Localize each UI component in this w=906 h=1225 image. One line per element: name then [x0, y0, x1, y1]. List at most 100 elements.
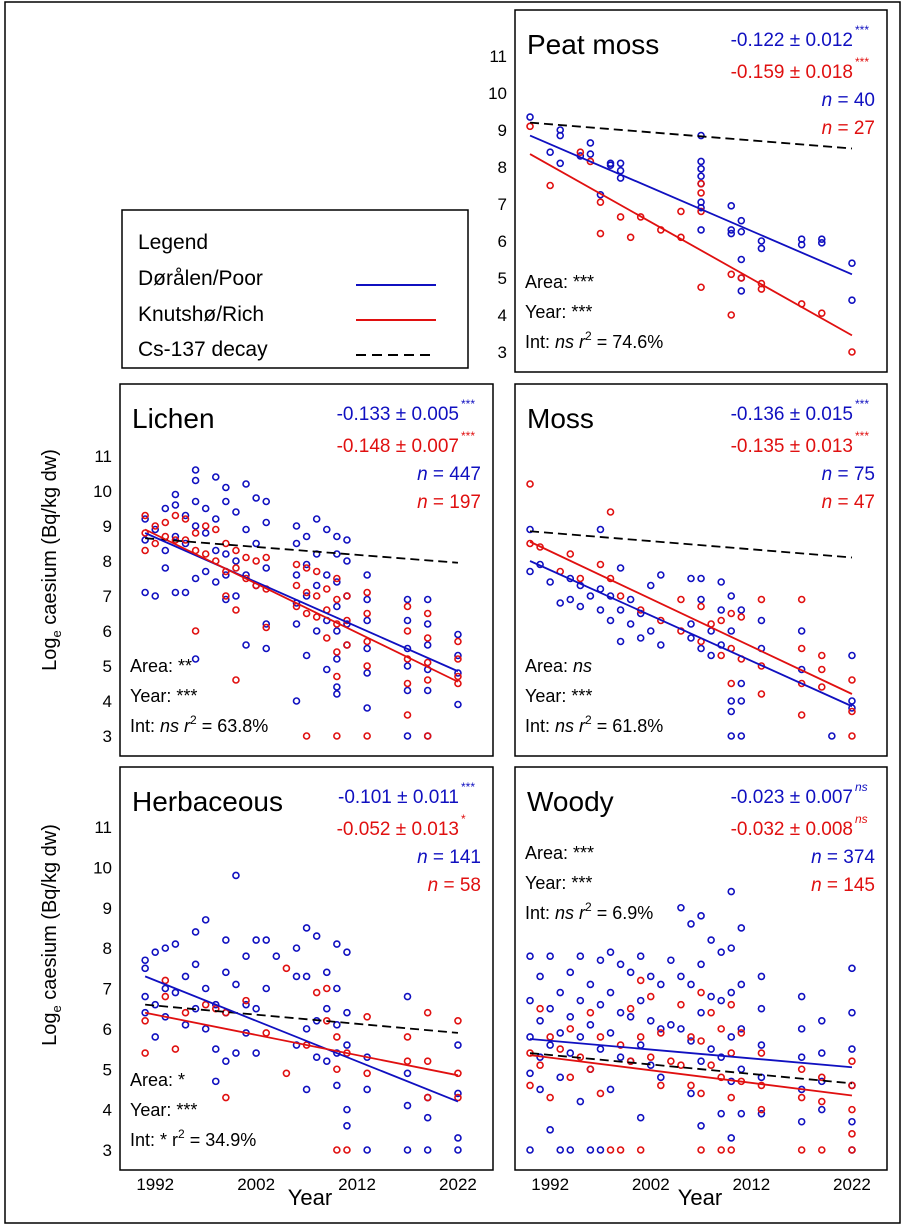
fit-line-rich [144, 1011, 459, 1077]
y-tick-label: 10 [488, 84, 507, 103]
data-point-poor [201, 916, 210, 924]
data-point-poor [586, 1021, 595, 1029]
data-point-poor [302, 651, 311, 660]
data-point-rich [161, 518, 170, 527]
data-point-poor [697, 1121, 705, 1130]
data-point-poor [252, 539, 260, 548]
data-point-poor [596, 1000, 605, 1009]
data-point-poor [262, 984, 271, 993]
data-point-poor [333, 550, 341, 558]
stat-sig-poor: *** [461, 397, 475, 411]
data-point-poor [454, 669, 462, 677]
data-point-rich [677, 1061, 685, 1070]
data-point-poor [211, 1045, 220, 1053]
data-point-poor [697, 574, 705, 583]
legend-label-decay: Cs-137 decay [138, 338, 268, 361]
y-tick-label: 9 [103, 899, 112, 918]
stat-sig-poor: *** [855, 23, 869, 37]
data-point-poor [191, 522, 200, 530]
data-point-poor [211, 473, 220, 481]
data-point-poor [687, 634, 695, 642]
data-point-rich [333, 672, 341, 681]
stat-n-poor: n = 141 [417, 847, 481, 868]
data-point-poor [596, 956, 605, 965]
stat-sig-poor: *** [855, 397, 869, 411]
data-point-rich [252, 557, 260, 565]
y-tick-label: 7 [103, 587, 112, 606]
data-point-rich [536, 1061, 544, 1070]
data-point-poor [677, 903, 685, 912]
data-point-rich [797, 644, 806, 653]
data-point-poor [222, 497, 230, 506]
data-point-rich [161, 992, 170, 1001]
data-point-poor [697, 165, 705, 173]
stat-n-poor: n = 40 [822, 90, 875, 111]
y-tick-label: 4 [103, 1101, 112, 1120]
data-point-poor [454, 1041, 462, 1049]
y-tick-label: 7 [498, 195, 507, 214]
data-point-rich [727, 311, 736, 319]
data-point-poor [727, 229, 736, 238]
anova-line: Area: * [130, 1070, 185, 1090]
data-point-rich [232, 676, 240, 684]
data-point-rich [454, 637, 462, 646]
y-tick-label: 5 [103, 657, 112, 676]
panel-title: Moss [527, 403, 594, 434]
data-point-rich [616, 213, 625, 221]
data-point-poor [141, 956, 149, 965]
data-point-rich [141, 546, 149, 555]
data-point-rich [141, 511, 149, 520]
data-point-poor [191, 655, 200, 663]
y-tick-label: 9 [498, 121, 507, 140]
data-point-rich [201, 522, 210, 530]
data-point-rich [302, 732, 311, 740]
data-point-poor [343, 1041, 351, 1049]
data-point-poor [757, 244, 766, 253]
data-point-rich [697, 179, 705, 188]
data-point-poor [737, 679, 746, 688]
fit-line-rich [529, 540, 853, 695]
panel-herbaceous: 3 4 5 6 7 8 9 10 11 1992 2002 2012 2022 Herbaceous -0.… [93, 766, 494, 1194]
data-point-poor [626, 968, 635, 977]
data-point-poor [292, 522, 301, 530]
stat-sig-poor: *** [461, 780, 475, 794]
stat-sig-rich: *** [855, 429, 869, 443]
data-point-rich [586, 157, 595, 166]
data-point-poor [848, 704, 856, 712]
data-point-poor [737, 606, 746, 614]
y-tick-label: 11 [94, 447, 112, 466]
data-point-rich [403, 679, 412, 688]
data-point-poor [727, 988, 736, 997]
data-point-poor [363, 704, 371, 712]
data-point-poor [171, 532, 180, 541]
data-point-poor [667, 1021, 675, 1029]
data-point-poor [423, 595, 432, 604]
data-point-poor [576, 996, 585, 1005]
y-tick-label: 5 [498, 269, 507, 288]
data-point-poor [322, 525, 331, 534]
data-point-poor [657, 1073, 665, 1082]
data-point-poor [272, 952, 281, 961]
data-point-poor [333, 690, 341, 698]
data-point-poor [606, 988, 615, 997]
data-point-poor [343, 557, 351, 565]
data-point-poor [141, 536, 149, 544]
panel-frame [119, 383, 494, 757]
data-point-rich [717, 1146, 725, 1154]
data-point-rich [423, 1057, 432, 1065]
y-tick-label: 3 [103, 727, 112, 746]
data-point-poor [151, 948, 160, 956]
anova-line: Area: ns [525, 656, 592, 676]
data-point-poor [312, 932, 321, 940]
anova-line: Year: *** [525, 686, 592, 706]
data-point-poor [646, 627, 655, 635]
data-point-rich [797, 1093, 806, 1102]
data-point-poor [737, 1025, 746, 1033]
data-point-poor [848, 1117, 856, 1126]
y-tick-label: 6 [498, 232, 507, 251]
x-tick-label: 2012 [338, 1175, 376, 1194]
data-point-rich [737, 613, 746, 621]
data-point-rich [201, 550, 210, 558]
data-point-rich [222, 592, 230, 600]
data-point-rich [536, 1004, 544, 1013]
